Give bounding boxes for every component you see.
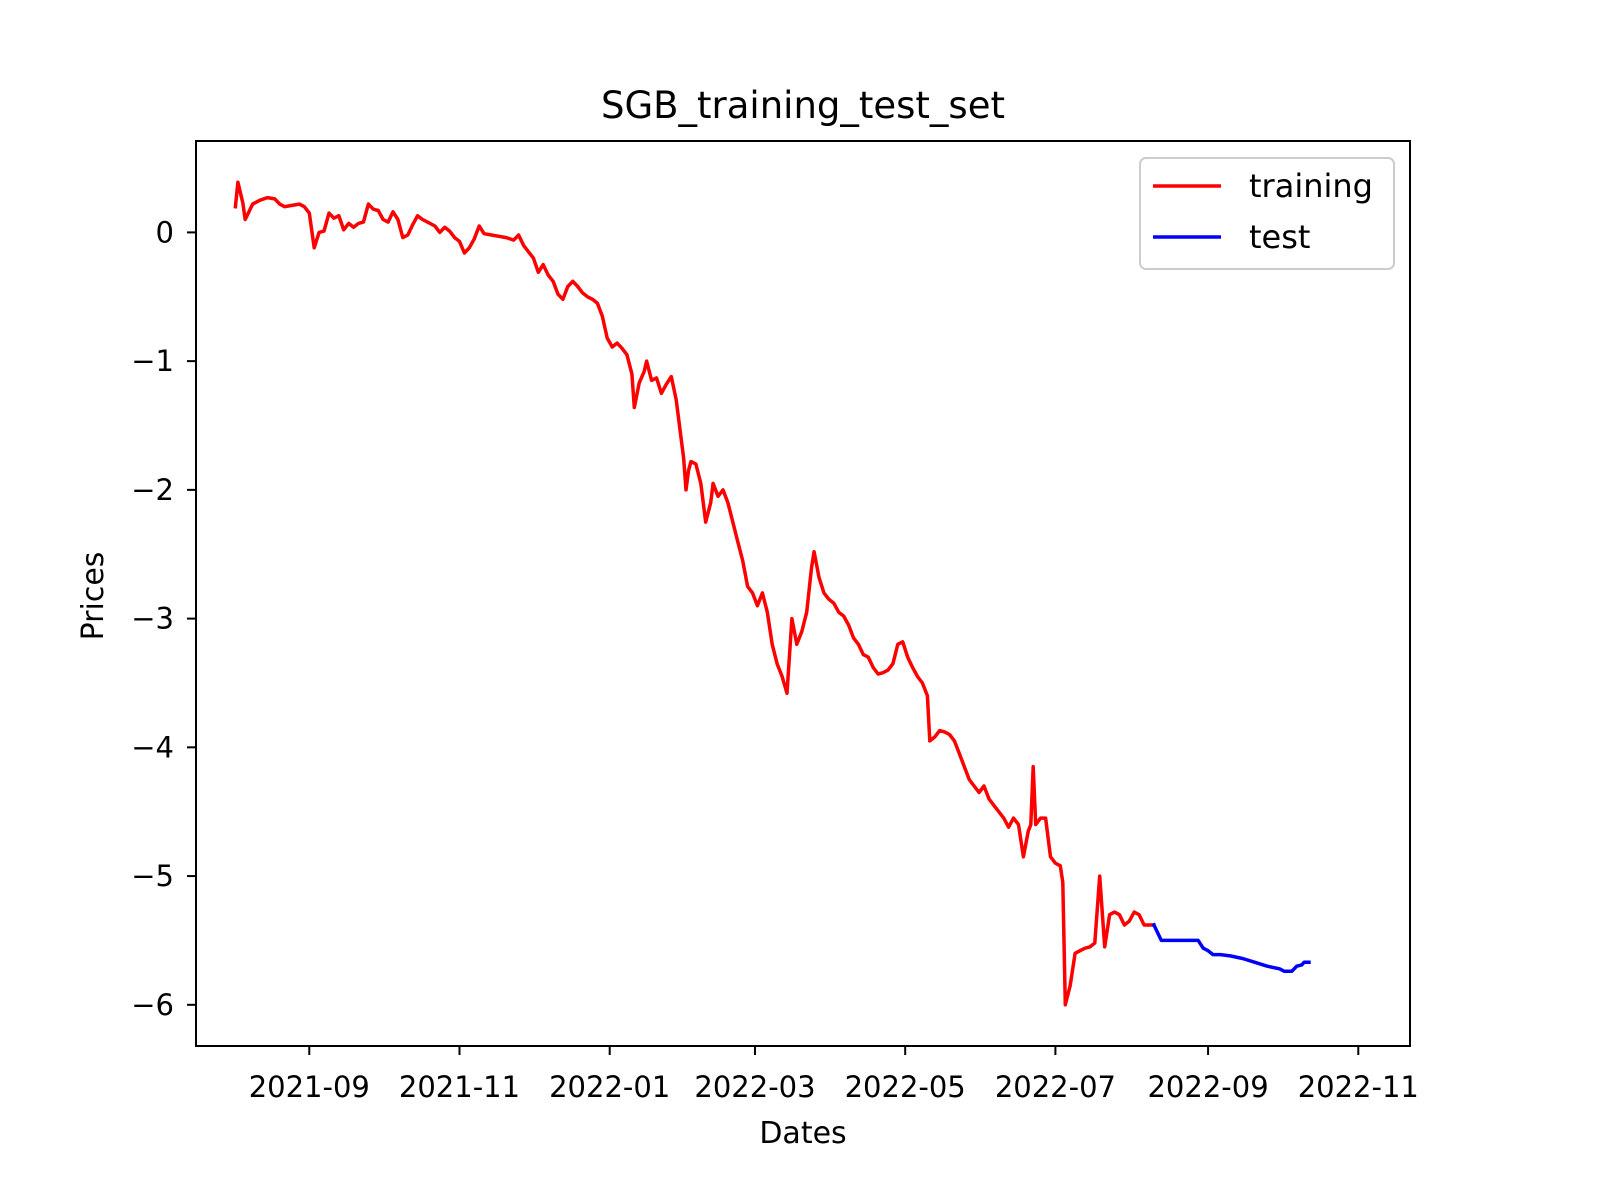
legend-label-training: training [1249,167,1373,205]
y-tick-label: −2 [131,473,174,507]
x-axis: 2021-09 2021-11 2022-01 2022-03 2022-05 2022-… [249,1046,1419,1104]
series-line-training [233,180,1156,1007]
y-tick-label: −1 [131,344,174,378]
y-tick-label: −4 [131,730,174,764]
x-tick-label: 2022-01 [549,1070,670,1104]
x-tick-label: 2022-09 [1147,1070,1268,1104]
x-tick-label: 2021-11 [399,1070,520,1104]
series-layer [233,180,1311,1007]
series-line-test [1151,922,1311,974]
x-tick-label: 2021-09 [249,1070,370,1104]
x-tick-label: 2022-07 [995,1070,1116,1104]
y-axis-label: Prices [76,552,111,641]
x-axis-label: Dates [759,1116,846,1151]
y-tick-label: −3 [131,602,174,636]
legend-label-test: test [1249,218,1310,256]
chart-title: SGB_training_test_set [601,84,1005,127]
y-axis: 0 −1 −2 −3 −4 −5 −6 [131,215,196,1022]
x-tick-label: 2022-03 [694,1070,815,1104]
legend: training test [1139,157,1395,270]
y-tick-label: −5 [131,859,174,893]
plot-area [195,140,1411,1047]
y-tick-label: −6 [131,988,174,1022]
y-tick-label: 0 [156,215,174,249]
x-tick-label: 2022-05 [845,1070,966,1104]
x-tick-label: 2022-11 [1298,1070,1419,1104]
